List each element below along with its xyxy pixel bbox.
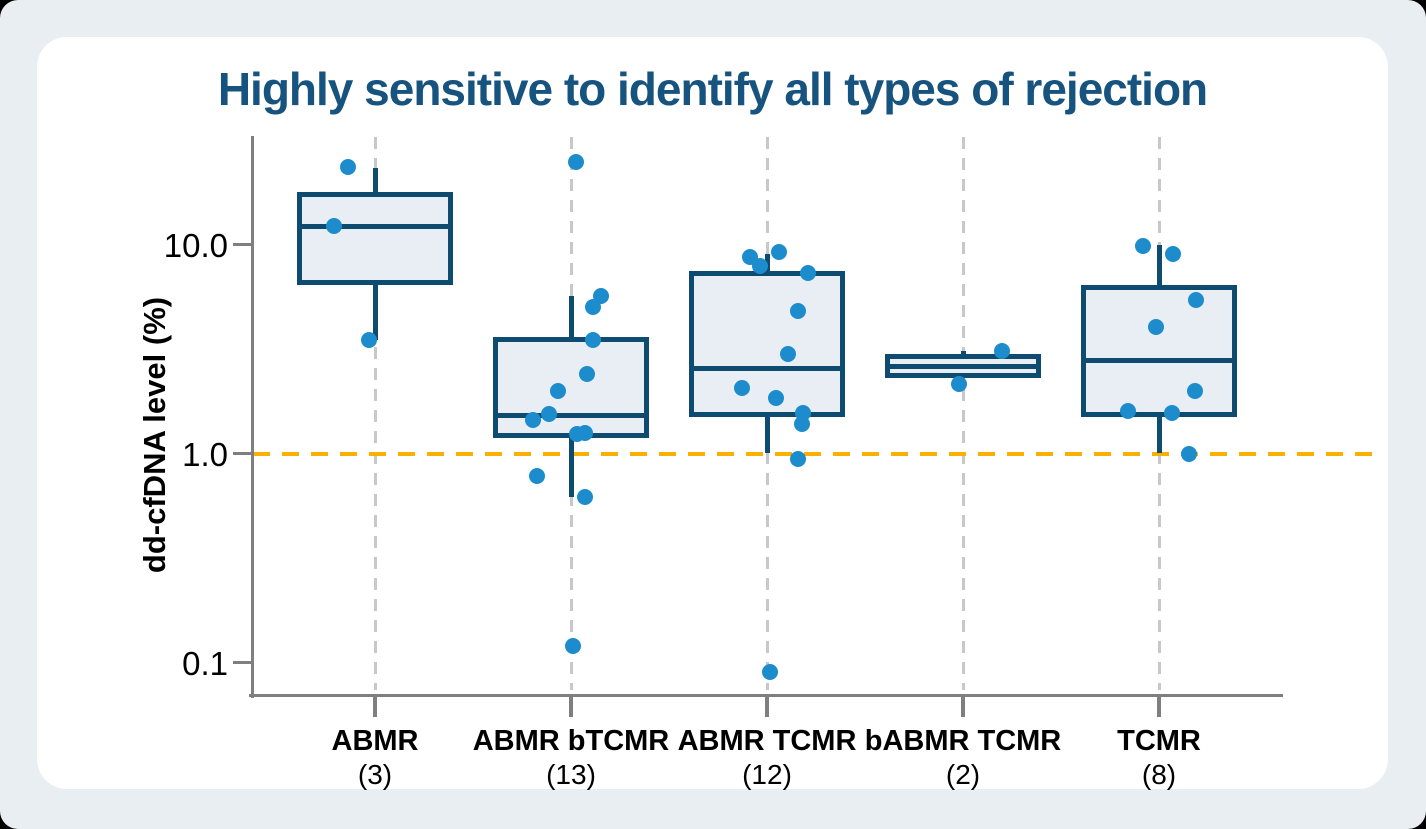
y-tick-label-0.1: 0.1 bbox=[182, 644, 228, 682]
y-tick-0.1 bbox=[233, 661, 251, 664]
data-point-abmr-3 bbox=[361, 331, 377, 348]
median-line-abmr-btcmr bbox=[493, 412, 649, 418]
median-line-abmr-tcmr bbox=[689, 366, 845, 372]
threshold-line-1-percent bbox=[253, 451, 1383, 456]
data-point-abmr-btcmr-1 bbox=[568, 153, 584, 170]
x-label-babmr-tcmr: bABMR TCMR bbox=[864, 725, 1062, 757]
data-point-abmr-tcmr-3 bbox=[752, 257, 768, 274]
box-tcmr bbox=[1081, 285, 1237, 417]
x-tick-abmr-btcmr bbox=[569, 696, 573, 717]
x-label-tcmr: TCMR bbox=[1117, 725, 1201, 757]
data-point-tcmr-3 bbox=[1188, 292, 1204, 309]
data-point-abmr-btcmr-12 bbox=[577, 488, 593, 505]
data-point-tcmr-4 bbox=[1148, 318, 1164, 335]
median-line-tcmr bbox=[1081, 357, 1237, 363]
x-count-tcmr: (8) bbox=[1141, 759, 1177, 790]
upper-whisker-abmr bbox=[372, 167, 378, 197]
data-point-abmr-btcmr-6 bbox=[550, 382, 566, 399]
data-point-babmr-tcmr-1 bbox=[994, 342, 1010, 359]
y-tick-10.0 bbox=[233, 243, 251, 246]
data-point-abmr-tcmr-1 bbox=[771, 244, 787, 261]
data-point-abmr-btcmr-8 bbox=[525, 411, 541, 428]
data-point-abmr-btcmr-11 bbox=[529, 468, 545, 485]
lower-whisker-abmr-btcmr bbox=[568, 433, 574, 497]
box-abmr-btcmr bbox=[493, 337, 649, 438]
data-point-abmr-btcmr-7 bbox=[541, 406, 557, 423]
x-tick-babmr-tcmr bbox=[961, 696, 965, 717]
y-axis-line bbox=[251, 136, 254, 698]
y-axis-title-wrap: dd-cfDNA level (%) bbox=[30, 290, 280, 580]
y-tick-label-1.0: 1.0 bbox=[182, 435, 228, 473]
y-tick-1.0 bbox=[233, 452, 251, 455]
data-point-tcmr-2 bbox=[1165, 246, 1181, 263]
data-point-abmr-1 bbox=[340, 159, 356, 176]
data-point-abmr-tcmr-7 bbox=[734, 380, 750, 397]
data-point-tcmr-5 bbox=[1187, 382, 1203, 399]
lower-whisker-abmr bbox=[372, 280, 378, 340]
data-point-babmr-tcmr-2 bbox=[951, 375, 967, 392]
x-label-abmr-tcmr: ABMR TCMR bbox=[677, 725, 857, 757]
lower-whisker-tcmr bbox=[1156, 412, 1162, 454]
y-tick-label-10.0: 10.0 bbox=[163, 226, 228, 264]
upper-whisker-abmr-btcmr bbox=[568, 295, 574, 342]
data-point-abmr-btcmr-4 bbox=[585, 331, 601, 348]
data-point-abmr-tcmr-5 bbox=[790, 303, 806, 320]
x-tick-abmr-tcmr bbox=[765, 696, 769, 717]
x-count-babmr-tcmr: (2) bbox=[945, 759, 981, 790]
data-point-tcmr-6 bbox=[1120, 402, 1136, 419]
upper-whisker-tcmr bbox=[1156, 244, 1162, 290]
x-axis-line bbox=[249, 694, 1283, 697]
data-point-abmr-btcmr-13 bbox=[565, 637, 581, 654]
data-point-tcmr-1 bbox=[1135, 238, 1151, 255]
box-abmr-tcmr bbox=[689, 270, 845, 417]
median-line-abmr bbox=[297, 223, 453, 229]
data-point-abmr-tcmr-11 bbox=[790, 451, 806, 468]
x-tick-tcmr bbox=[1157, 696, 1161, 717]
data-point-tcmr-7 bbox=[1164, 404, 1180, 421]
chart-title: Highly sensitive to identify all types o… bbox=[217, 63, 1208, 115]
lower-whisker-abmr-tcmr bbox=[764, 412, 770, 454]
data-point-abmr-tcmr-4 bbox=[800, 265, 816, 282]
data-point-abmr-btcmr-3 bbox=[585, 299, 601, 316]
x-label-abmr-btcmr: ABMR bTCMR bbox=[472, 725, 670, 757]
median-line-babmr-tcmr bbox=[885, 363, 1041, 369]
x-count-abmr: (3) bbox=[357, 759, 393, 790]
gridline-abmr bbox=[373, 137, 377, 690]
data-point-abmr-tcmr-6 bbox=[780, 345, 796, 362]
x-label-abmr: ABMR bbox=[331, 725, 419, 757]
x-count-abmr-btcmr: (13) bbox=[546, 759, 596, 790]
data-point-abmr-tcmr-12 bbox=[762, 664, 778, 681]
y-axis-title: dd-cfDNA level (%) bbox=[137, 296, 172, 574]
data-point-abmr-2 bbox=[326, 218, 342, 235]
data-point-abmr-tcmr-10 bbox=[794, 416, 810, 433]
gridline-babmr-tcmr bbox=[961, 137, 965, 690]
data-point-tcmr-8 bbox=[1181, 445, 1197, 462]
data-point-abmr-btcmr-10 bbox=[569, 425, 585, 442]
x-count-abmr-tcmr: (12) bbox=[742, 759, 792, 790]
box-abmr bbox=[297, 192, 453, 285]
x-tick-abmr bbox=[373, 696, 377, 717]
data-point-abmr-tcmr-8 bbox=[768, 389, 784, 406]
data-point-abmr-btcmr-5 bbox=[579, 366, 595, 383]
